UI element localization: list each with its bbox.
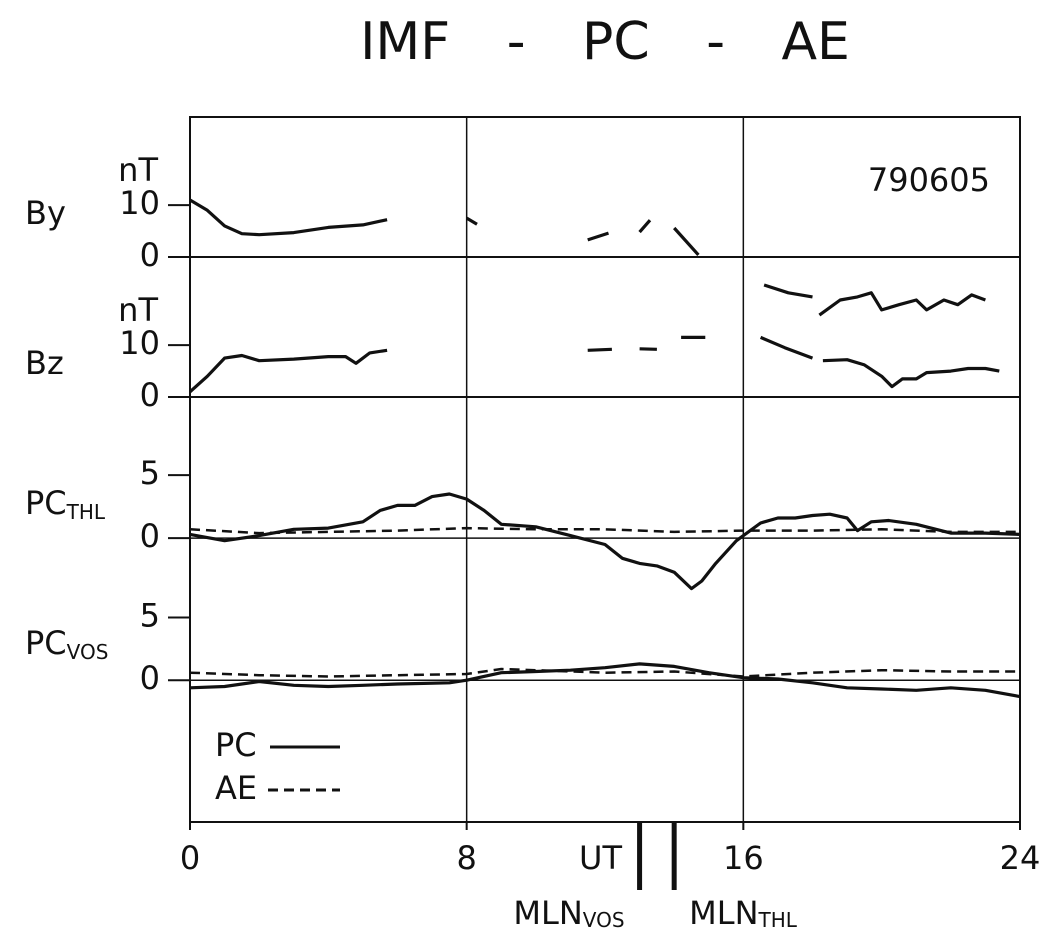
marker-label-main: MLN (513, 894, 582, 932)
marker-label: MLNVOS (513, 894, 624, 932)
x-tick-label: 24 (1000, 839, 1041, 877)
x-axis-label: UT (579, 839, 622, 877)
data-line (189, 662, 1021, 699)
chart-title: IMF - PC - AE (360, 12, 850, 72)
x-tick-label: 0 (180, 839, 200, 877)
panel-label-sub: VOS (67, 640, 109, 664)
panel-label-main: Bz (25, 344, 64, 382)
x-tick-label: 8 (456, 839, 476, 877)
panel-label-sub: THL (66, 500, 106, 524)
panel-label: Bz (25, 344, 64, 382)
panel-label-main: By (25, 194, 66, 232)
panel-label-main: PC (25, 484, 67, 522)
data-line (189, 667, 1020, 678)
y-tick-label: 0 (140, 659, 160, 697)
y-tick-label: 0 (140, 236, 160, 274)
legend-label: AE (215, 769, 257, 807)
y-axis-label: nT (118, 151, 158, 189)
marker-label-sub: THL (758, 908, 798, 932)
y-tick-label: 0 (140, 517, 160, 555)
y-tick-label: 0 (140, 376, 160, 414)
y-tick-label: 5 (140, 597, 160, 635)
legend-label: PC (215, 726, 257, 764)
marker-label: MLNTHL (689, 894, 798, 932)
data-line (189, 526, 1020, 535)
y-tick-label: 10 (119, 184, 160, 222)
plot-frame (189, 116, 1021, 823)
data-line (188, 335, 1000, 393)
x-tick-label: 16 (723, 839, 764, 877)
panel-label: PCVOS (25, 624, 108, 664)
y-tick-label: 5 (140, 454, 160, 492)
annotation: 790605 (868, 161, 990, 199)
marker-label-main: MLN (689, 894, 758, 932)
panel-label-main: PC (25, 624, 67, 662)
data-line (189, 492, 1021, 591)
panel-label: PCTHL (25, 484, 106, 524)
y-axis-label: nT (118, 291, 158, 329)
y-tick-label: 10 (119, 324, 160, 362)
panel-label: By (25, 194, 66, 232)
marker-label-sub: VOS (583, 908, 625, 932)
data-line (189, 198, 986, 317)
